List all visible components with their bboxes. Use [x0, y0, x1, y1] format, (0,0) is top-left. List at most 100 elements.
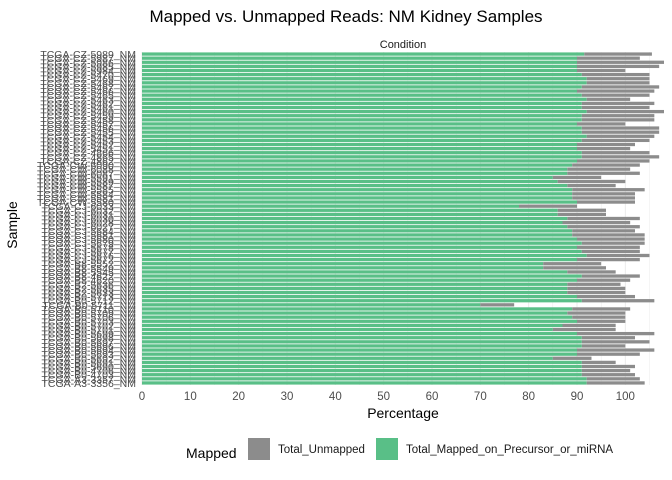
y-tick-label: TCGA-B0-5706_NM	[41, 312, 136, 324]
y-tick-labels: TCGA-CZ-5989_NMTCGA-CZ-5987_NMTCGA-CZ-59…	[37, 49, 136, 390]
bar-mapped	[142, 299, 582, 303]
bar-unmapped	[581, 155, 660, 159]
bar-mapped	[142, 331, 577, 336]
bar-unmapped	[581, 126, 660, 130]
bar-mapped	[142, 200, 577, 204]
legend-key-mapped	[376, 438, 398, 460]
y-tick-label: TCGA-CJ-5678_NM	[41, 242, 136, 254]
y-tick-label: TCGA-B0-5713_NM	[41, 292, 136, 304]
y-tick-label: TCGA-CZ-5458_NM	[40, 115, 136, 127]
bar-mapped	[142, 233, 573, 237]
bar-unmapped	[572, 233, 645, 237]
bar-mapped	[142, 274, 582, 278]
y-tick-label: TCGA-CJ-5677_NM	[41, 246, 136, 258]
bar-mapped	[142, 290, 568, 295]
y-tick-label: TCGA-B0-5697_NM	[41, 337, 136, 349]
bar-unmapped	[586, 97, 631, 101]
bar-mapped	[142, 118, 582, 122]
bar-unmapped	[557, 179, 626, 184]
bar-unmapped	[577, 200, 635, 204]
y-tick-label: TCGA-B0-5710_NM	[41, 304, 136, 316]
bar-unmapped	[562, 323, 616, 328]
legend: Mapped Total_Unmapped Total_Mapped_on_Pr…	[186, 438, 613, 461]
bar-unmapped	[581, 85, 660, 89]
bar-mapped	[142, 311, 568, 315]
legend-label-unmapped: Total_Unmapped	[278, 444, 365, 456]
bar-unmapped	[577, 257, 640, 262]
bar-unmapped	[567, 216, 640, 221]
bar-mapped	[142, 344, 582, 348]
y-tick-label: TCGA-CW-6087_NM	[37, 168, 136, 180]
bar-mapped	[142, 237, 577, 241]
y-tick-label: TCGA-B0-5693_NM	[41, 349, 136, 361]
bar-unmapped	[584, 52, 652, 56]
bar-mapped	[142, 373, 582, 377]
bar-unmapped	[557, 208, 606, 212]
bar-mapped	[142, 175, 553, 180]
bar-unmapped	[567, 171, 640, 175]
y-tick-label: TCGA-B8-5545_NM	[41, 267, 136, 279]
bar-mapped	[142, 114, 582, 118]
y-tick-label: TCGA-CZ-5451_NM	[40, 144, 136, 156]
bar-mapped	[142, 364, 582, 369]
bar-mapped	[142, 68, 577, 73]
y-tick-label: TCGA-CZ-4866_NM	[40, 148, 136, 160]
y-tick-label: TCGA-B0-5711_NM	[42, 300, 136, 312]
bar-mapped	[142, 134, 587, 138]
y-tick-label: TCGA-CW-5581_NM	[37, 193, 136, 205]
y-tick-label: TCGA-CZ-4865_NM	[40, 152, 136, 164]
bar-unmapped	[572, 163, 640, 167]
bar-unmapped	[567, 311, 626, 315]
bar-mapped	[142, 294, 577, 299]
bar-mapped	[142, 188, 573, 192]
bar-unmapped	[577, 146, 631, 151]
bar-mapped	[142, 196, 573, 200]
x-tick-label: 0	[139, 391, 145, 403]
y-tick-label: TCGA-CJ-5676_NM	[41, 251, 136, 263]
y-axis-title: Sample	[4, 201, 20, 249]
bar-mapped	[142, 216, 568, 221]
y-tick-label: TCGA-B0-5701_NM	[41, 325, 136, 337]
bar-mapped	[142, 257, 577, 262]
bar-mapped	[142, 368, 582, 373]
bar-unmapped	[577, 142, 635, 147]
y-tick-label: TCGA-CJ-6033_NM	[41, 201, 136, 213]
bar-unmapped	[581, 249, 640, 254]
bar-unmapped	[581, 336, 635, 340]
bar-mapped	[142, 52, 585, 56]
x-tick-label: 10	[184, 391, 197, 403]
bar-unmapped	[586, 77, 650, 81]
y-tick-label: TCGA-CZ-5456_NM	[40, 123, 136, 135]
bar-unmapped	[572, 196, 635, 200]
bar-unmapped	[581, 360, 616, 365]
y-tick-label: TCGA-B0-5694_NM	[41, 345, 136, 357]
y-tick-label: TCGA-CZ-5457_NM	[40, 119, 136, 131]
y-tick-label: TCGA-CJ-5679_NM	[41, 238, 136, 250]
bar-unmapped	[581, 101, 655, 106]
y-tick-label: TCGA-CZ-5470_NM	[40, 70, 136, 82]
bar-unmapped	[577, 68, 626, 73]
bar-unmapped	[577, 56, 640, 60]
y-tick-label: TCGA-CJ-6027_NM	[41, 222, 136, 234]
bar-unmapped	[581, 138, 650, 143]
bar-mapped	[142, 159, 577, 163]
bar-unmapped	[572, 229, 635, 233]
bar-mapped	[142, 126, 582, 130]
y-tick-label: TCGA-B2-5636_NM	[41, 279, 136, 291]
bar-unmapped	[586, 81, 650, 85]
bar-mapped	[142, 81, 587, 85]
bar-unmapped	[577, 64, 660, 69]
bar-mapped	[142, 89, 577, 93]
bar-unmapped	[577, 237, 645, 241]
bar-unmapped	[577, 89, 655, 93]
bar-mapped	[142, 266, 544, 270]
y-tick-label: TCGA-CJ-6031_NM	[41, 209, 136, 221]
bar-unmapped	[581, 344, 626, 348]
bar-mapped	[142, 77, 587, 81]
legend-label-mapped: Total_Mapped_on_Precursor_or_miRNA	[406, 444, 613, 456]
bar-unmapped	[567, 282, 621, 286]
bar-mapped	[142, 262, 544, 266]
y-tick-label: TCGA-B2-5635_NM	[41, 283, 136, 295]
y-tick-label: TCGA-B8-4622_NM	[41, 271, 136, 283]
bar-unmapped	[552, 356, 592, 360]
